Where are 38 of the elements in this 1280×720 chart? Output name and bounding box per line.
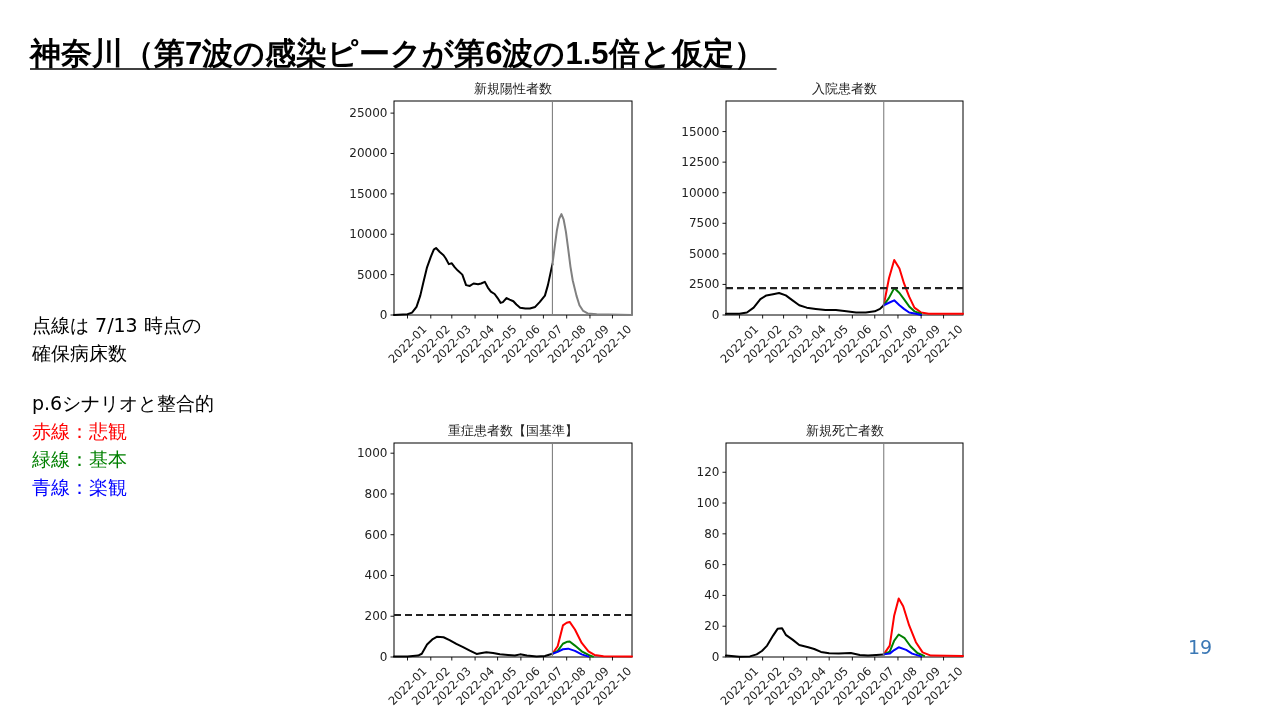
ytick: 80 xyxy=(704,526,720,541)
ytick: 20 xyxy=(704,619,720,634)
ytick: 15000 xyxy=(349,186,388,201)
annotation: 点線は 7/13 時点の xyxy=(32,314,201,336)
ytick: 400 xyxy=(364,568,388,583)
ytick: 600 xyxy=(364,527,388,542)
ytick: 20000 xyxy=(349,146,388,161)
annotation: 19 xyxy=(1188,636,1213,658)
ytick: 2500 xyxy=(688,277,720,292)
ytick: 800 xyxy=(364,486,388,501)
panel-title: 新規死亡者数 xyxy=(805,423,884,438)
ytick: 0 xyxy=(711,308,720,322)
panel-title: 新規陽性者数 xyxy=(474,81,552,96)
title: 神奈川（第7波の感染ピークが第6波の1.5倍と仮定） xyxy=(30,36,765,71)
ytick: 0 xyxy=(379,650,388,664)
ytick: 0 xyxy=(711,650,720,664)
annotation: p.6シナリオと整合的 xyxy=(32,392,215,414)
panel-title: 入院患者数 xyxy=(812,81,877,96)
panel-title: 重症患者数【国基準】 xyxy=(448,423,578,438)
ytick: 25000 xyxy=(349,106,388,121)
ytick: 12500 xyxy=(681,155,720,170)
ytick: 60 xyxy=(704,557,720,572)
ytick: 0 xyxy=(379,308,388,322)
ytick: 1000 xyxy=(356,446,388,461)
ytick: 7500 xyxy=(688,216,720,231)
annotation: 緑線：基本 xyxy=(32,448,127,470)
annotation: 赤線：悲観 xyxy=(32,420,127,442)
ytick: 15000 xyxy=(681,124,720,139)
ytick: 5000 xyxy=(688,246,720,261)
ytick: 10000 xyxy=(349,227,388,242)
ytick: 5000 xyxy=(356,267,388,282)
annotation: 青線：楽観 xyxy=(32,476,127,498)
ytick: 40 xyxy=(704,588,720,603)
ytick: 10000 xyxy=(681,185,720,200)
ytick: 200 xyxy=(364,609,388,624)
annotation: 確保病床数 xyxy=(32,342,127,364)
ytick: 120 xyxy=(696,465,720,480)
ytick: 100 xyxy=(696,496,720,511)
